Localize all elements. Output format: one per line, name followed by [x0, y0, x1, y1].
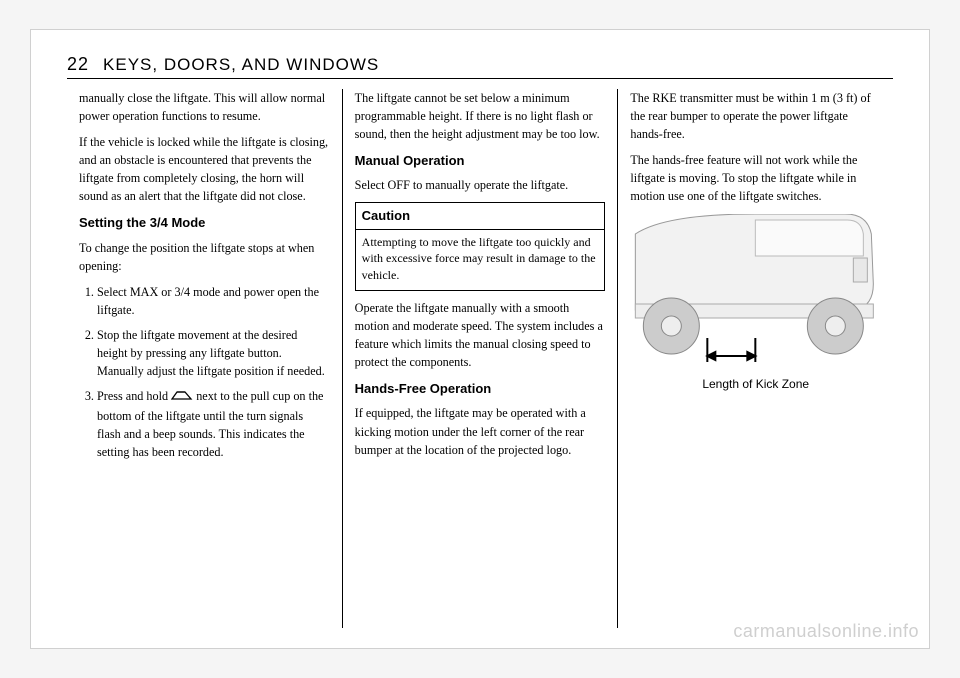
- page-number: 22: [67, 54, 89, 75]
- paragraph: Operate the liftgate manually with a smo…: [355, 299, 606, 371]
- kick-zone-figure: Length of Kick Zone: [630, 213, 881, 393]
- vehicle-rear-illustration: [630, 214, 881, 374]
- liftgate-icon: [171, 389, 193, 407]
- paragraph: The RKE transmitter must be within 1 m (…: [630, 89, 881, 143]
- paragraph: To change the position the liftgate stop…: [79, 239, 330, 275]
- list-item: Press and hold next to the pull cup on t…: [97, 387, 330, 461]
- caution-title: Caution: [356, 203, 605, 229]
- caution-box: Caution Attempting to move the liftgate …: [355, 202, 606, 291]
- chapter-title: KEYS, DOORS, AND WINDOWS: [103, 55, 379, 75]
- caution-body: Attempting to move the liftgate too quic…: [356, 230, 605, 290]
- step-text-a: Press and hold: [97, 389, 171, 403]
- page-header: 22 KEYS, DOORS, AND WINDOWS: [67, 54, 893, 79]
- manual-page: 22 KEYS, DOORS, AND WINDOWS manually clo…: [30, 29, 930, 649]
- list-item: Stop the liftgate movement at the desire…: [97, 326, 330, 380]
- column-3: The RKE transmitter must be within 1 m (…: [617, 89, 893, 628]
- paragraph: The liftgate cannot be set below a minim…: [355, 89, 606, 143]
- column-1: manually close the liftgate. This will a…: [67, 89, 342, 628]
- figure-caption: Length of Kick Zone: [702, 376, 809, 394]
- steps-list: Select MAX or 3/4 mode and power open th…: [79, 283, 330, 461]
- paragraph: Select OFF to manually operate the liftg…: [355, 176, 606, 194]
- heading-34-mode: Setting the 3/4 Mode: [79, 213, 330, 232]
- heading-hands-free: Hands-Free Operation: [355, 379, 606, 398]
- content-columns: manually close the liftgate. This will a…: [67, 89, 893, 628]
- paragraph: If the vehicle is locked while the liftg…: [79, 133, 330, 205]
- paragraph: If equipped, the liftgate may be operate…: [355, 404, 606, 458]
- paragraph: The hands-free feature will not work whi…: [630, 151, 881, 205]
- paragraph: manually close the liftgate. This will a…: [79, 89, 330, 125]
- heading-manual-operation: Manual Operation: [355, 151, 606, 170]
- list-item: Select MAX or 3/4 mode and power open th…: [97, 283, 330, 319]
- column-2: The liftgate cannot be set below a minim…: [342, 89, 618, 628]
